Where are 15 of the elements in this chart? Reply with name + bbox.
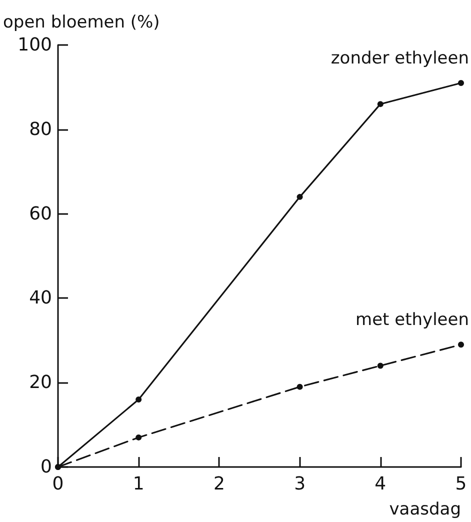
x-tick-label: 4 xyxy=(374,474,386,494)
x-tick-label: 3 xyxy=(294,474,306,494)
y-tick-label: 20 xyxy=(29,372,52,394)
y-axis-title: open bloemen (%) xyxy=(3,12,160,32)
x-axis-title: vaasdag xyxy=(389,500,461,520)
y-tick-label: 100 xyxy=(18,34,52,56)
x-tick-label: 1 xyxy=(132,474,144,494)
y-tick-label: 60 xyxy=(29,203,52,224)
y-tick-label: 80 xyxy=(29,118,52,140)
series-label: met ethyleen xyxy=(356,310,469,330)
x-tick-label: 5 xyxy=(455,474,467,494)
y-tick-label: 40 xyxy=(29,288,52,309)
y-tick-label: 0 xyxy=(40,456,52,478)
x-tick-label: 2 xyxy=(213,474,225,494)
series-label: zonder ethyleen xyxy=(330,48,469,68)
